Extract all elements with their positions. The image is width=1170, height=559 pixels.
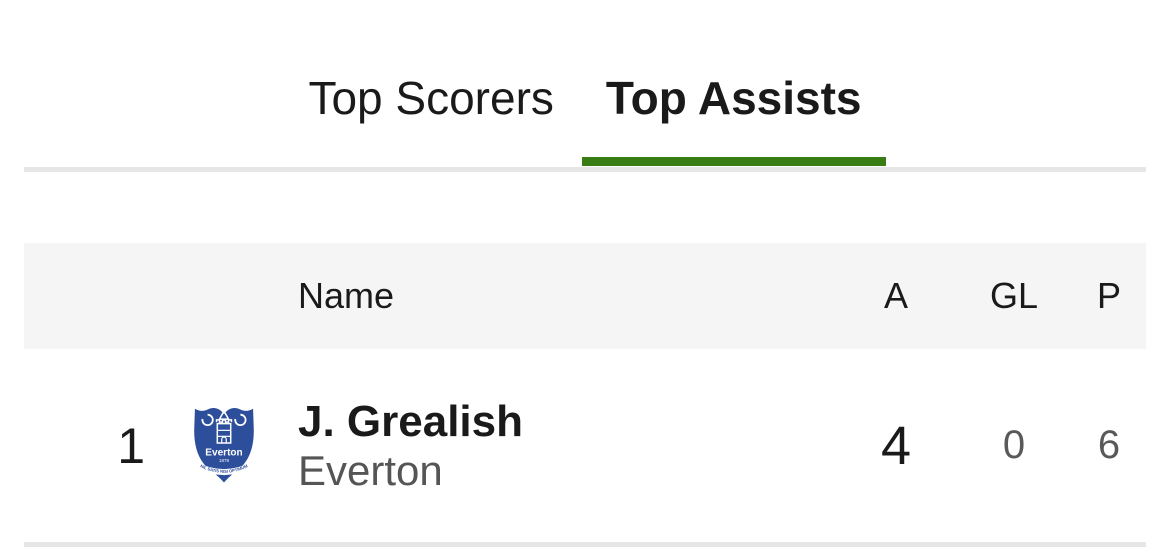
tab-top-scorers[interactable]: Top Scorers bbox=[284, 74, 577, 166]
stats-tabs: Top Scorers Top Assists bbox=[0, 74, 1170, 166]
table-row: 1 Everton 1878 NIL SATIS NISI bbox=[24, 349, 1146, 542]
badge-club-label: Everton bbox=[205, 447, 242, 458]
stat-goals: 0 bbox=[1002, 423, 1026, 467]
row-divider bbox=[24, 542, 1146, 547]
badge-founded-label: 1878 bbox=[219, 458, 229, 463]
player-name: J. Grealish bbox=[298, 396, 524, 446]
tab-top-assists[interactable]: Top Assists bbox=[581, 74, 886, 166]
header-name: Name bbox=[298, 275, 395, 316]
header-played: P bbox=[1096, 275, 1121, 316]
header-assists: A bbox=[883, 275, 908, 316]
tabs-divider bbox=[24, 167, 1146, 172]
stat-assists: 4 bbox=[880, 415, 912, 476]
player-team: Everton bbox=[298, 446, 443, 494]
player-rank: 1 bbox=[117, 417, 145, 474]
stat-played: 6 bbox=[1097, 423, 1121, 467]
header-goals: GL bbox=[989, 275, 1039, 316]
table-header-row: Name A GL P bbox=[24, 243, 1146, 349]
everton-badge-icon: Everton 1878 NIL SATIS NISI OPTIMUM bbox=[194, 407, 254, 483]
